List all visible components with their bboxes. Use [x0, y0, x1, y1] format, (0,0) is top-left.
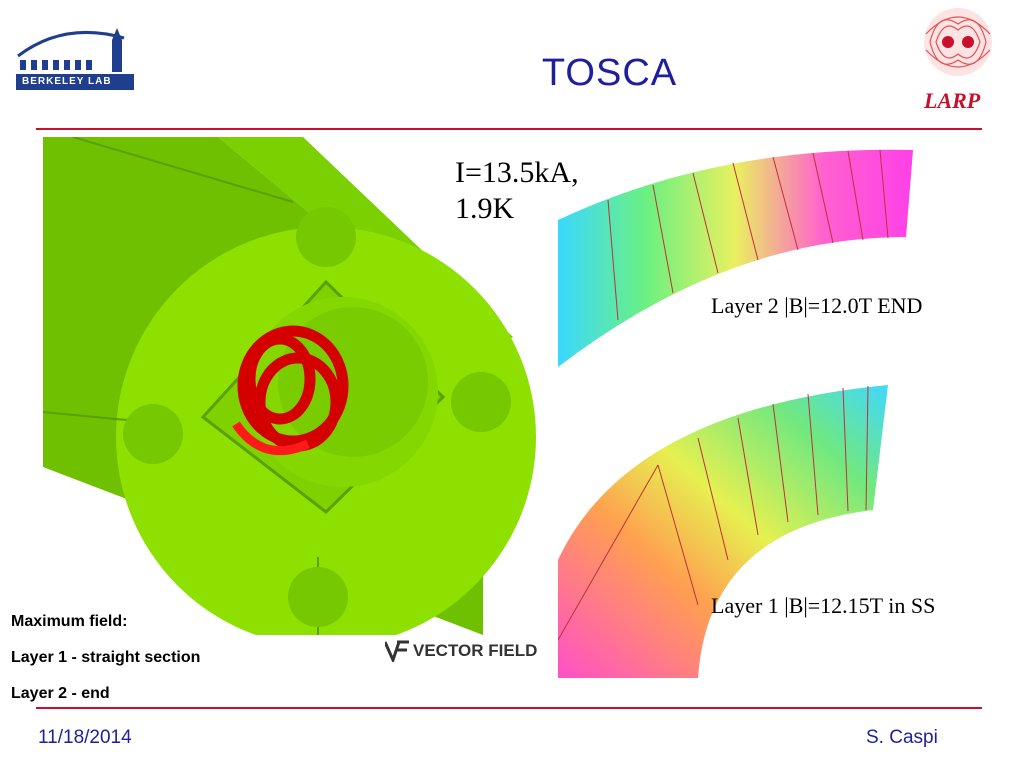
layer2-field-map: [558, 145, 918, 367]
current-value: I=13.5kA,: [455, 156, 579, 189]
vector-fields-label: VECTOR FIELDS: [413, 641, 537, 660]
layer2-caption: Layer 2 |B|=12.0T END: [711, 293, 923, 318]
notes-layer1: Layer 1 - straight section: [11, 649, 201, 666]
notes-heading: Maximum field:: [11, 613, 128, 630]
coil-ends: [232, 325, 349, 456]
footer-author: S. Caspi: [866, 727, 938, 748]
larp-logo: [918, 4, 998, 84]
layer1-caption: Layer 1 |B|=12.15T in SS: [711, 593, 936, 618]
vector-fields-icon: [383, 640, 409, 665]
berkeley-lab-logo: BERKELEY LAB: [14, 16, 136, 92]
page-title: TOSCA: [541, 52, 678, 94]
max-field-notes: Maximum field: Layer 1 - straight sectio…: [11, 604, 200, 712]
temperature-value: 1.9K: [455, 192, 515, 225]
larp-label: LARP: [924, 88, 981, 113]
footer-rule: [36, 707, 982, 709]
magnet-model-image: [43, 137, 538, 635]
berkeley-lab-label: BERKELEY LAB: [22, 76, 112, 87]
header-rule: [36, 128, 982, 130]
notes-layer2: Layer 2 - end: [11, 685, 110, 702]
layer1-field-map: [557, 380, 890, 678]
operating-conditions: I=13.5kA, 1.9K: [455, 155, 579, 227]
footer-date: 11/18/2014: [38, 727, 132, 748]
